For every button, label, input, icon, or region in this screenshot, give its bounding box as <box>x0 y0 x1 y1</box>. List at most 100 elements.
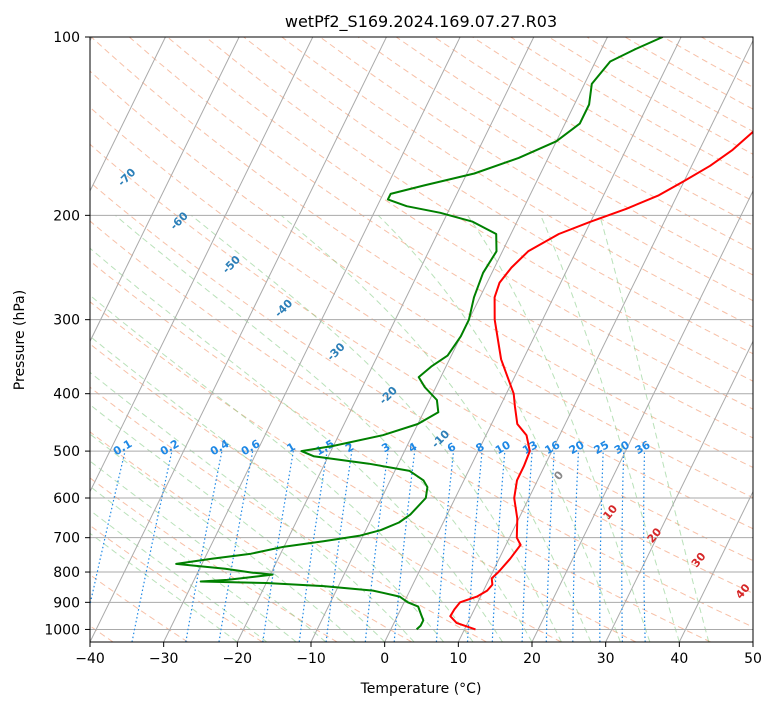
mixing-ratio-label: 0.6 <box>239 437 263 458</box>
isotherm <box>236 37 535 642</box>
isotherm <box>90 37 166 193</box>
dry-adiabat <box>510 37 753 178</box>
x-tick-label: −40 <box>75 651 105 667</box>
dry-adiabat <box>357 37 753 276</box>
grid-layer <box>90 37 753 642</box>
moist-adiabat <box>90 532 238 642</box>
mixing-ratio-label: 0.4 <box>208 437 232 458</box>
isotherm <box>384 37 682 642</box>
mixing-ratio-label: 25 <box>591 438 611 457</box>
y-tick-label: 300 <box>53 313 80 329</box>
mixing-ratio-label: 10 <box>493 438 513 457</box>
dewpoint-profile <box>175 37 664 631</box>
dry-adiabat <box>319 37 753 302</box>
isotherm <box>752 640 753 642</box>
mixing-ratio-line <box>262 451 294 642</box>
y-tick-label: 1000 <box>44 622 80 638</box>
isotherm <box>90 37 314 493</box>
moist-adiabat <box>540 215 680 642</box>
mixing-ratio-label: 4 <box>406 440 419 455</box>
mixing-ratio-label: 16 <box>542 438 562 457</box>
moist-adiabat <box>90 247 503 642</box>
dry-adiabat <box>90 70 753 499</box>
x-tick-label: −10 <box>296 651 326 667</box>
chart-title: wetPf2_S169.2024.169.07.27.R03 <box>285 12 557 32</box>
dry-adiabat <box>90 143 753 562</box>
y-axis-label: Pressure (hPa) <box>12 290 28 390</box>
mixing-ratio-line <box>491 451 506 642</box>
dry-adiabat <box>548 37 753 155</box>
x-tick-label: 0 <box>380 651 389 667</box>
x-tick-label: −20 <box>223 651 253 667</box>
moist-adiabat-label: 30 <box>689 550 709 570</box>
dry-adiabat <box>90 301 637 642</box>
x-tick-label: 10 <box>449 651 467 667</box>
dry-adiabat <box>90 181 753 594</box>
dry-adiabat-label: -80 <box>63 122 86 145</box>
y-tick-label: 200 <box>53 208 80 224</box>
dry-adiabat <box>90 574 188 642</box>
y-tick-label: 800 <box>53 565 80 581</box>
dry-adiabat <box>90 343 562 642</box>
dry-adiabat <box>472 37 753 202</box>
x-tick-label: 50 <box>744 651 762 667</box>
mixing-ratio-line <box>90 450 126 608</box>
axis-ticks: −40 −30 −20 −10 0 10 20 30 40 5010009008007006005… <box>44 30 762 667</box>
moist-adiabat <box>90 433 356 642</box>
mixing-ratio-line <box>325 451 353 642</box>
x-tick-label: 20 <box>523 651 541 667</box>
moist-adiabat <box>280 214 592 642</box>
isotherm <box>90 37 387 642</box>
moist-adiabat <box>114 214 533 642</box>
dry-adiabat <box>586 37 753 133</box>
dry-adiabat-label: -40 <box>272 296 295 319</box>
x-axis-label: Temperature (°C) <box>360 681 482 697</box>
mixing-ratio-line <box>572 451 580 642</box>
mixing-ratio-line <box>466 451 483 642</box>
plot-frame <box>89 36 754 643</box>
isotherm <box>605 340 753 642</box>
temperature-profile <box>449 130 753 631</box>
moist-adiabat <box>90 335 444 642</box>
dry-adiabat <box>90 431 413 642</box>
x-tick-label: 30 <box>597 651 615 667</box>
dry-adiabat-label: -70 <box>115 166 138 189</box>
x-tick-label: −30 <box>149 651 179 667</box>
dry-adiabat <box>243 37 753 355</box>
moist-adiabat <box>90 404 386 642</box>
isotherm <box>163 37 461 642</box>
moist-adiabat <box>90 509 268 642</box>
dry-adiabat-label: -90 <box>11 78 34 101</box>
dry-adiabat-label: -60 <box>168 209 191 232</box>
y-tick-label: 400 <box>53 387 80 403</box>
mixing-ratio-label: 36 <box>633 438 653 457</box>
isotherm <box>531 189 753 642</box>
mixing-ratio-label: 13 <box>520 438 540 457</box>
dry-adiabat <box>90 220 753 628</box>
dry-adiabat <box>167 37 753 410</box>
y-tick-label: 100 <box>53 30 80 46</box>
dry-adiabat <box>90 260 711 642</box>
y-tick-label: 600 <box>53 491 80 507</box>
mixing-ratio-line <box>643 451 646 642</box>
dry-adiabat <box>90 386 487 642</box>
mixing-ratio-line <box>435 451 455 642</box>
moist-adiabat <box>190 214 562 642</box>
y-tick-label: 500 <box>53 444 80 460</box>
moist-adiabat <box>377 214 621 642</box>
dry-adiabat-label: -30 <box>324 340 347 363</box>
dry-adiabat <box>90 477 338 642</box>
isotherm <box>90 37 240 343</box>
dry-adiabat-label: -20 <box>377 384 400 407</box>
moist-adiabat <box>90 371 415 642</box>
mixing-ratio-line <box>298 451 328 642</box>
profile-series <box>175 37 753 631</box>
mixing-ratio-line <box>364 451 389 642</box>
dry-adiabat <box>281 37 753 328</box>
moist-adiabat-label: 40 <box>733 581 753 601</box>
mixing-ratio-line <box>521 451 533 642</box>
moist-adiabat-label: 0 <box>551 468 566 482</box>
mixing-ratio-line <box>218 450 254 642</box>
mixing-ratio-line <box>621 451 625 642</box>
mixing-ratio-line <box>393 451 416 642</box>
